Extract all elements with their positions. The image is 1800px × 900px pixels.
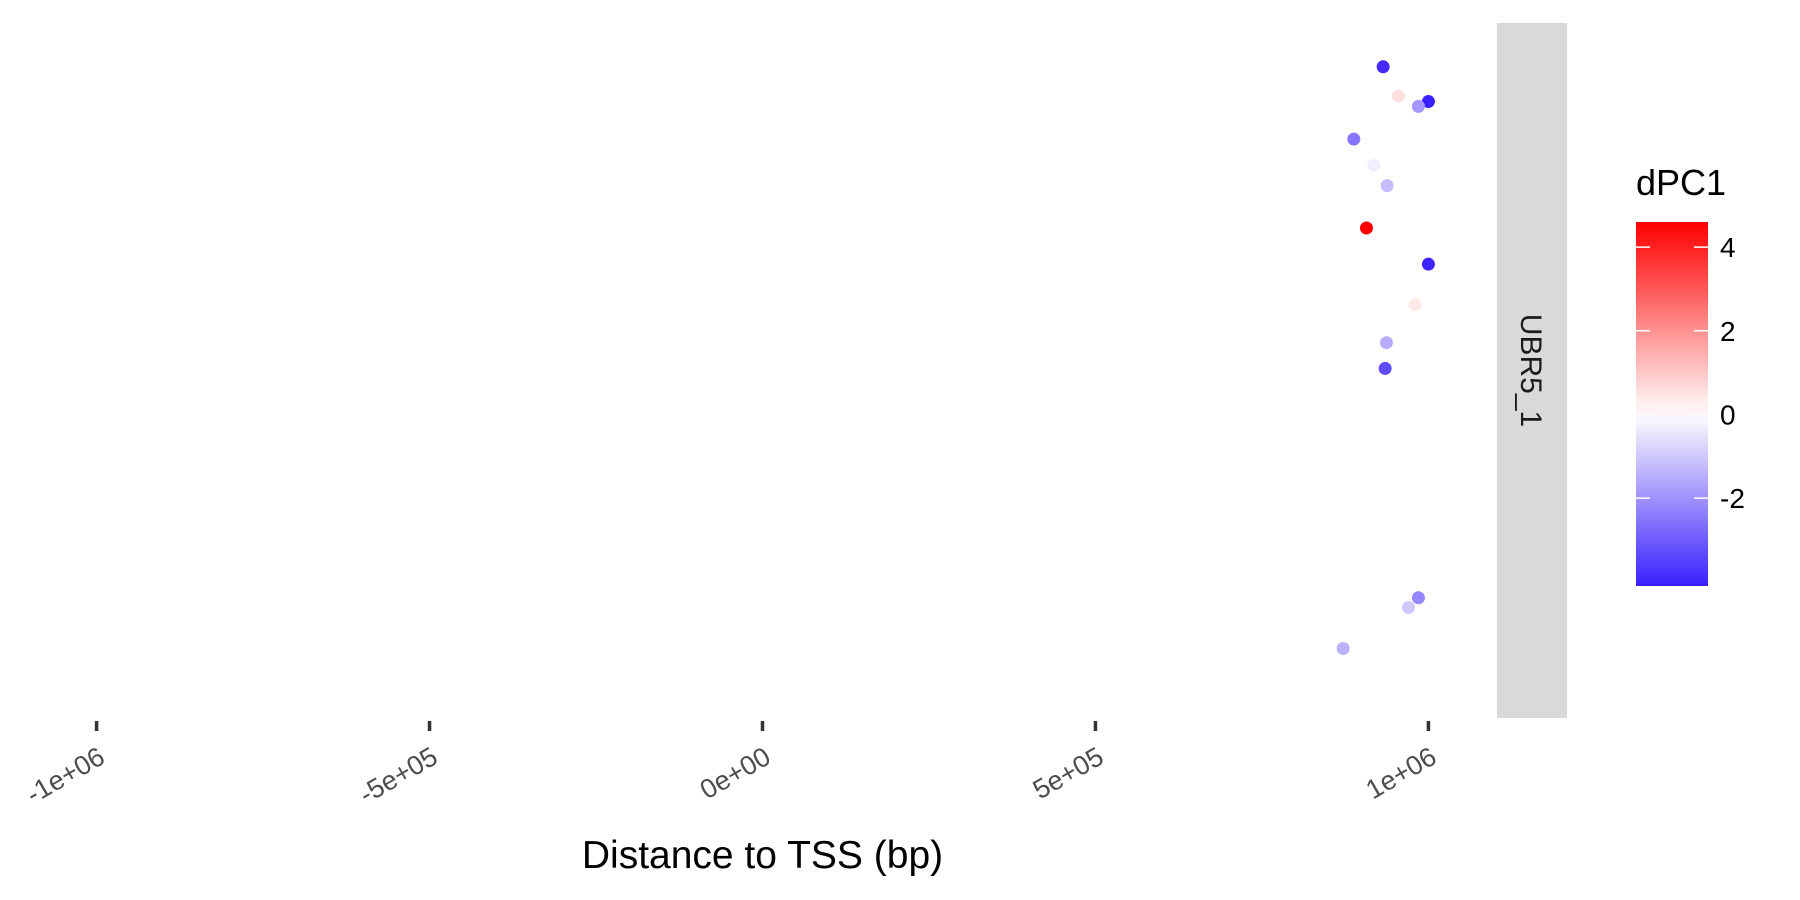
facet-strip-label: UBR5_1	[1514, 314, 1547, 427]
data-point	[1378, 361, 1392, 375]
data-point	[1359, 221, 1373, 235]
data-point	[1411, 99, 1425, 113]
data-point	[1379, 336, 1393, 350]
data-point	[1376, 60, 1390, 74]
data-point	[1336, 642, 1350, 655]
data-point	[1380, 179, 1394, 193]
x-tick-label: 5e+05	[1028, 741, 1109, 805]
data-point	[1421, 257, 1435, 271]
legend-tick-label: 2	[1720, 316, 1736, 347]
data-point	[1391, 89, 1405, 103]
data-point	[1408, 297, 1422, 311]
data-point	[1401, 600, 1415, 614]
legend-ticks: 4 2 0 -2	[1636, 232, 1745, 514]
data-point	[1421, 95, 1435, 109]
facet-strip: UBR5_1	[1497, 23, 1567, 718]
x-axis: -1e+06 -5e+05 0e+00 5e+05 1e+06	[21, 721, 1441, 810]
legend-tick-label: 4	[1720, 232, 1736, 263]
data-point	[1347, 132, 1361, 146]
legend-tick-label: -2	[1720, 483, 1745, 514]
legend-colorbar	[1636, 222, 1708, 586]
data-point	[1367, 158, 1381, 172]
legend-title: dPC1	[1636, 162, 1726, 203]
legend-tick-label: 0	[1720, 399, 1736, 430]
facet-strip-background	[1497, 23, 1567, 718]
x-tick-label: -5e+05	[354, 741, 442, 809]
data-points	[1336, 60, 1435, 655]
color-legend: dPC1 4 2 0 -2	[1636, 162, 1745, 586]
data-point	[1411, 591, 1425, 605]
x-tick-label: -1e+06	[21, 741, 109, 809]
x-tick-label: 1e+06	[1361, 741, 1442, 805]
x-axis-title: Distance to TSS (bp)	[582, 834, 943, 877]
x-tick-label: 0e+00	[695, 741, 776, 805]
